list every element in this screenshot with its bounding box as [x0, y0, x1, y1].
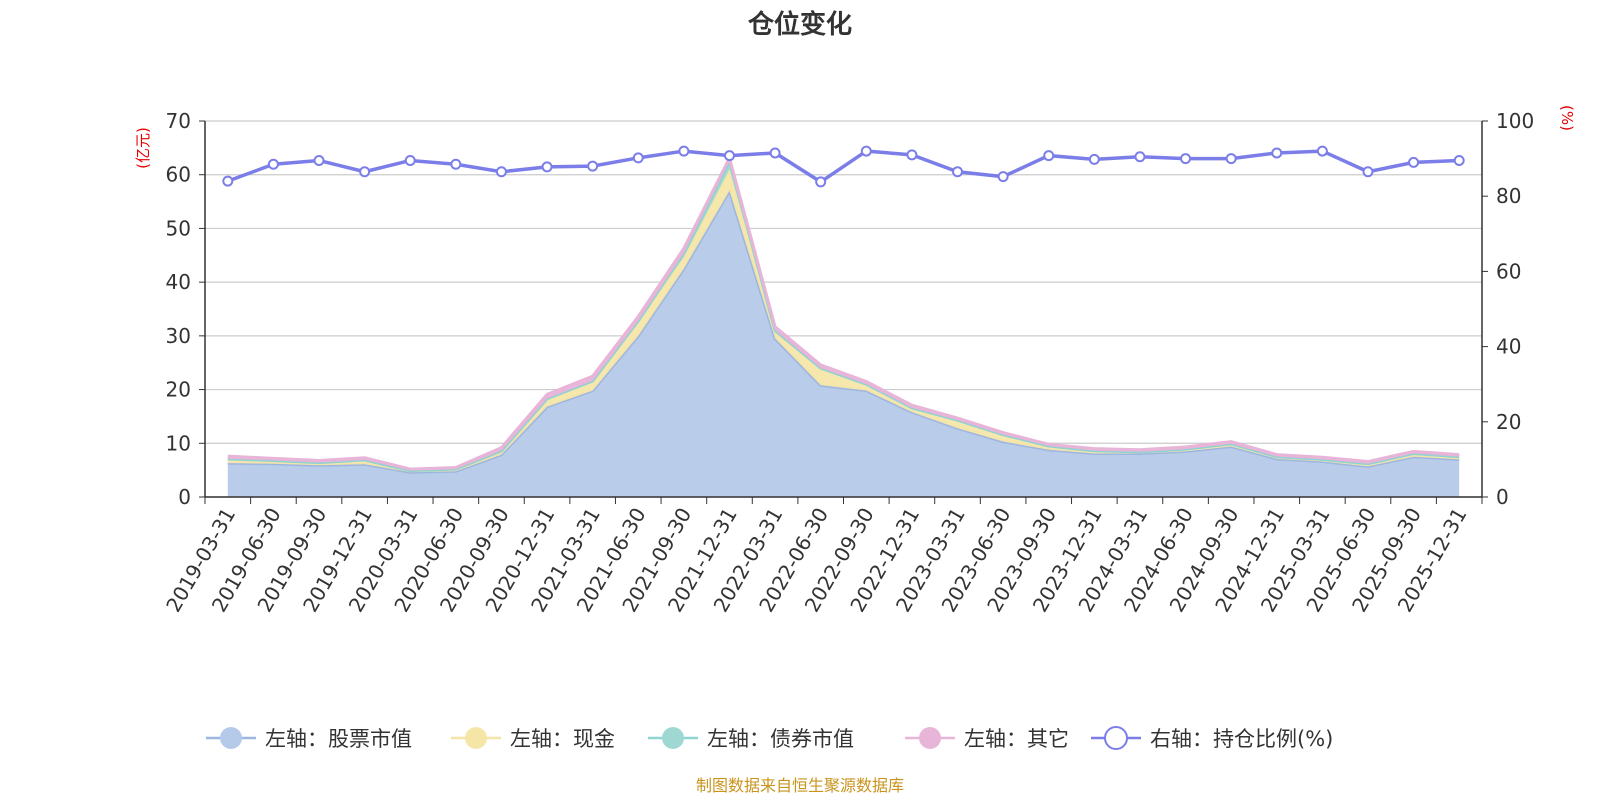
ratio-point: [313, 154, 325, 166]
ratio-point: [860, 145, 872, 157]
ratio-point: [1453, 154, 1465, 166]
right-axis-tick-label: 80: [1496, 184, 1521, 208]
ratio-point: [267, 158, 279, 170]
ratio-point: [678, 145, 690, 157]
ratio-point: [1408, 156, 1420, 168]
ratio-point: [1362, 166, 1374, 178]
left-axis-tick-label: 60: [166, 163, 191, 187]
axes: 0102030405060700204060801002019-03-31201…: [161, 109, 1534, 616]
chart-title: 仓位变化: [747, 9, 852, 40]
left-axis-tick-label: 50: [166, 216, 191, 240]
right-axis-tick-label: 60: [1496, 259, 1521, 283]
right-axis-unit: (%): [1558, 105, 1576, 131]
ratio-point: [450, 158, 462, 170]
ratio-point: [1043, 150, 1055, 162]
left-axis-tick-label: 70: [166, 109, 191, 133]
legend-item: 左轴：现金: [451, 727, 615, 751]
right-axis-tick-label: 40: [1496, 335, 1521, 359]
legend-item: 右轴：持仓比例(%): [1091, 726, 1333, 751]
legend-label: 左轴：现金: [510, 727, 615, 751]
legend-item: 左轴：其它: [905, 727, 1069, 751]
right-axis-tick-label: 20: [1496, 410, 1521, 434]
ratio-point: [815, 176, 827, 188]
left-axis-tick-label: 40: [166, 270, 191, 294]
right-axis-tick-label: 100: [1496, 109, 1534, 133]
legend-item: 左轴：股票市值: [206, 727, 412, 751]
ratio-point: [495, 166, 507, 178]
ratio-point: [952, 166, 964, 178]
ratio-point: [769, 147, 781, 159]
ratio-point: [1088, 153, 1100, 165]
ratio-point: [587, 160, 599, 172]
area-edge-line: [227, 153, 1460, 471]
legend-symbol: [662, 727, 684, 749]
ratio-point: [997, 171, 1009, 183]
left-axis-tick-label: 10: [166, 431, 191, 455]
legend-symbol: [220, 727, 242, 749]
ratio-point: [404, 154, 416, 166]
ratio-point: [1180, 153, 1192, 165]
legend-label: 左轴：其它: [964, 727, 1069, 751]
left-axis-tick-label: 20: [166, 378, 191, 402]
ratio-line-series: [222, 145, 1465, 188]
ratio-point: [906, 149, 918, 161]
legend-label: 右轴：持仓比例(%): [1150, 727, 1333, 751]
legend-symbol: [1104, 726, 1128, 750]
left-axis-unit: (亿元): [134, 127, 152, 169]
legend-label: 左轴：债券市值: [707, 727, 854, 751]
legend: 左轴：股票市值 左轴：现金 左轴：债券市值 左轴：其它 右轴：持仓比例(%): [206, 726, 1333, 751]
area-fill: [227, 190, 1460, 497]
ratio-point: [1134, 151, 1146, 163]
ratio-point: [1225, 153, 1237, 165]
source-note: 制图数据来自恒生聚源数据库: [696, 776, 904, 795]
legend-symbol: [465, 727, 487, 749]
legend-symbol: [919, 727, 941, 749]
ratio-point: [1316, 145, 1328, 157]
ratio-point: [723, 150, 735, 162]
legend-item: 左轴：债券市值: [648, 727, 854, 751]
left-axis-tick-label: 30: [166, 324, 191, 348]
legend-label: 左轴：股票市值: [265, 727, 412, 751]
left-axis-tick-label: 0: [178, 485, 191, 509]
ratio-line: [227, 149, 1460, 185]
ratio-point: [1271, 147, 1283, 159]
ratio-point: [632, 152, 644, 164]
right-axis-tick-label: 0: [1496, 485, 1509, 509]
ratio-point: [541, 161, 553, 173]
area-series: [227, 153, 1460, 497]
ratio-point: [222, 175, 234, 187]
ratio-point: [359, 166, 371, 178]
